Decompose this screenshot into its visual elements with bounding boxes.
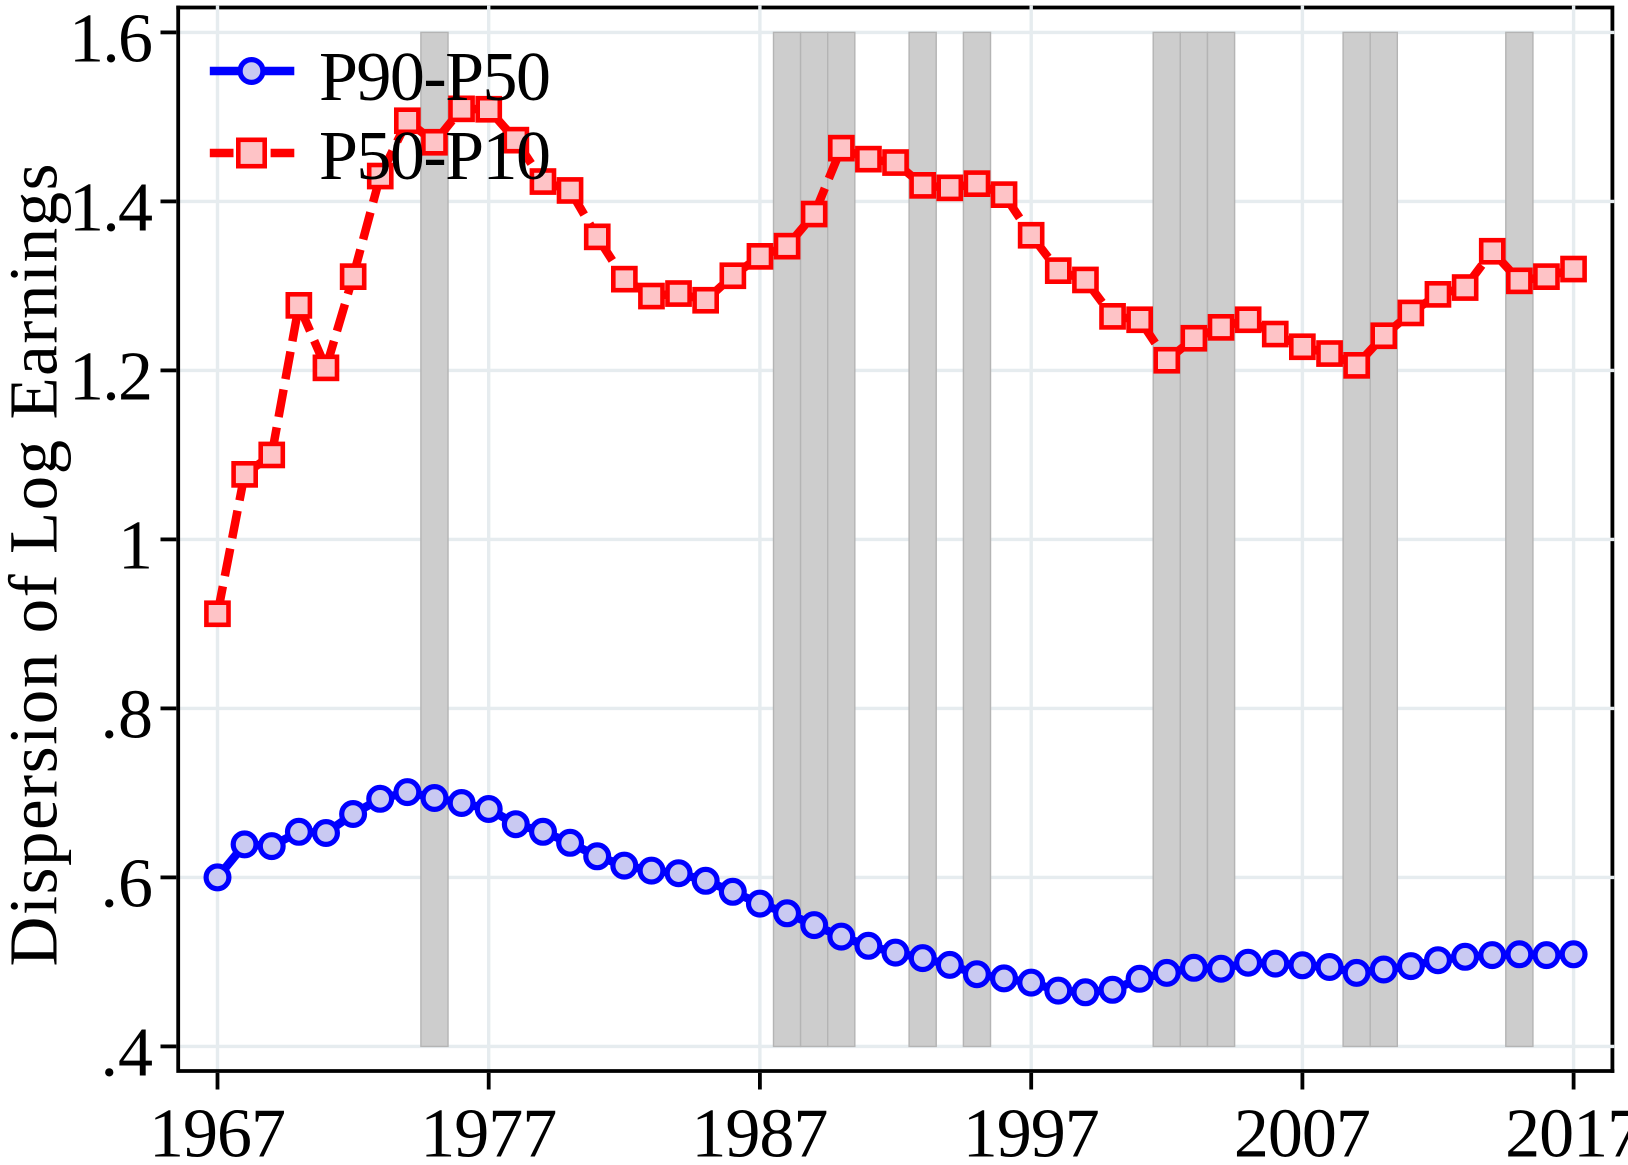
svg-text:2017: 2017 [1505,1096,1628,1165]
svg-text:1997: 1997 [963,1096,1100,1165]
svg-text:1.4: 1.4 [69,170,153,247]
svg-text:P90-P50: P90-P50 [319,39,551,116]
svg-text:1967: 1967 [149,1096,286,1165]
svg-text:P50-P10: P50-P10 [319,118,551,195]
svg-text:.6: .6 [101,846,154,923]
svg-text:1: 1 [118,508,153,585]
svg-text:.4: .4 [101,1015,154,1092]
svg-text:1987: 1987 [691,1096,828,1165]
svg-text:2007: 2007 [1234,1096,1371,1165]
svg-text:1.6: 1.6 [69,1,153,78]
svg-text:1.2: 1.2 [69,339,153,416]
svg-text:Dispersion of Log Earnings: Dispersion of Log Earnings [0,163,71,966]
svg-text:.8: .8 [101,677,154,754]
svg-text:1977: 1977 [420,1096,557,1165]
